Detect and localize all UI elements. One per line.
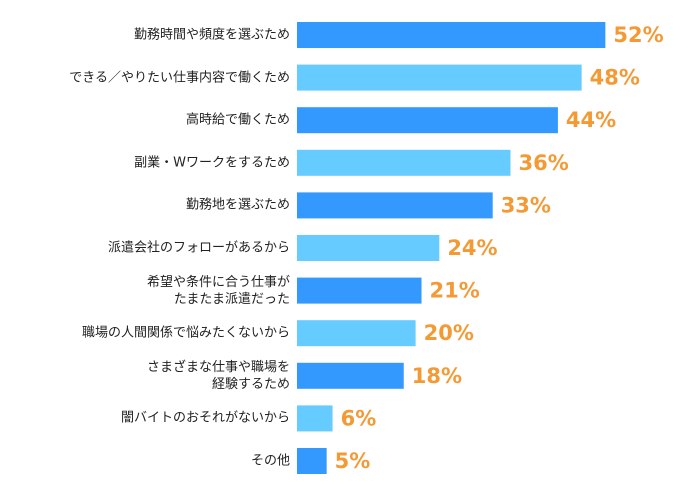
bar: [297, 107, 558, 134]
category-label: さまざまな仕事や職場を 経験するため: [146, 359, 290, 392]
category-label: できる／やりたい仕事内容で働くため: [69, 70, 290, 86]
value-label: 48%: [590, 66, 640, 90]
category-label: 職場の人間関係で悩みたくないから: [81, 325, 290, 341]
category-label: 勤務時間や頻度を選ぶため: [133, 27, 290, 43]
bar: [297, 149, 511, 176]
bar: [297, 192, 493, 219]
bar: [297, 235, 440, 261]
value-label: 36%: [518, 151, 568, 175]
value-label: 44%: [566, 108, 616, 132]
bar: [297, 362, 404, 389]
bar: [297, 277, 422, 304]
value-label: 33%: [501, 193, 551, 217]
value-label: 24%: [447, 236, 497, 260]
bar: [297, 320, 416, 347]
bar: [297, 448, 327, 474]
value-label: 20%: [424, 321, 474, 345]
bar: [297, 405, 333, 432]
bar: [297, 64, 582, 91]
category-label: 希望や条件に合う仕事が たまたま派遣だった: [146, 274, 290, 307]
category-label: 勤務地を選ぶため: [185, 197, 290, 213]
value-label: 6%: [341, 406, 377, 430]
category-label: 副業・Wワークをするため: [134, 155, 290, 171]
category-label: 高時給で働くため: [185, 112, 290, 128]
value-label: 21%: [430, 279, 480, 303]
value-label: 18%: [412, 364, 462, 388]
category-label: 派遣会社のフォローがあるから: [107, 240, 290, 256]
category-label: 闇バイトのおそれがないから: [120, 410, 290, 426]
value-label: 52%: [613, 23, 663, 47]
category-label: その他: [250, 453, 290, 469]
value-label: 5%: [335, 449, 371, 473]
bar: [297, 22, 606, 48]
